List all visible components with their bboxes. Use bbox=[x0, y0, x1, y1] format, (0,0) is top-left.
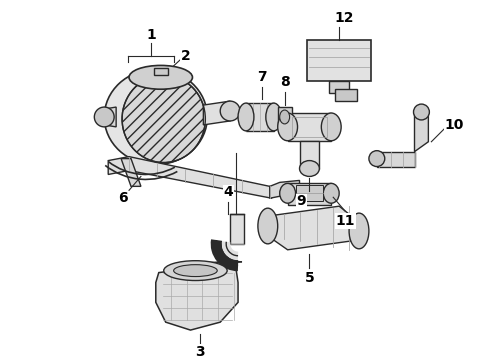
Ellipse shape bbox=[129, 66, 193, 89]
Text: 3: 3 bbox=[196, 345, 205, 359]
Polygon shape bbox=[204, 262, 242, 263]
Polygon shape bbox=[203, 101, 230, 125]
Polygon shape bbox=[154, 68, 168, 75]
Ellipse shape bbox=[220, 101, 240, 121]
Bar bbox=[278, 107, 292, 127]
Ellipse shape bbox=[122, 75, 205, 163]
Bar bbox=[246, 103, 274, 131]
Text: 5: 5 bbox=[305, 271, 314, 284]
Ellipse shape bbox=[278, 113, 297, 141]
Ellipse shape bbox=[349, 213, 369, 249]
Ellipse shape bbox=[104, 69, 207, 165]
Ellipse shape bbox=[299, 161, 319, 176]
Ellipse shape bbox=[321, 113, 341, 141]
Polygon shape bbox=[270, 180, 299, 198]
Text: 2: 2 bbox=[181, 49, 191, 63]
Ellipse shape bbox=[280, 110, 290, 124]
Polygon shape bbox=[121, 159, 141, 186]
Ellipse shape bbox=[369, 151, 385, 167]
Ellipse shape bbox=[266, 103, 282, 131]
Polygon shape bbox=[299, 141, 319, 168]
Polygon shape bbox=[268, 206, 359, 250]
Polygon shape bbox=[377, 152, 415, 167]
Bar bbox=[288, 183, 331, 205]
Text: 6: 6 bbox=[118, 191, 128, 205]
Bar bbox=[295, 185, 323, 201]
Text: 1: 1 bbox=[146, 28, 156, 42]
Text: 7: 7 bbox=[257, 70, 267, 84]
Ellipse shape bbox=[414, 104, 429, 120]
Text: 8: 8 bbox=[280, 75, 290, 89]
Bar bbox=[292, 117, 327, 137]
Polygon shape bbox=[156, 263, 238, 330]
Polygon shape bbox=[104, 107, 116, 127]
Polygon shape bbox=[329, 81, 349, 93]
Text: 12: 12 bbox=[334, 11, 354, 25]
Ellipse shape bbox=[95, 107, 114, 127]
Polygon shape bbox=[230, 214, 244, 244]
Ellipse shape bbox=[258, 208, 278, 244]
Ellipse shape bbox=[323, 183, 339, 203]
Ellipse shape bbox=[164, 261, 227, 280]
Text: 9: 9 bbox=[296, 194, 306, 208]
Bar bbox=[288, 113, 331, 141]
Bar bbox=[307, 40, 371, 81]
Polygon shape bbox=[108, 157, 272, 198]
Polygon shape bbox=[415, 112, 428, 152]
Bar bbox=[335, 89, 357, 101]
Text: 4: 4 bbox=[223, 185, 233, 199]
Ellipse shape bbox=[238, 103, 254, 131]
Ellipse shape bbox=[173, 265, 217, 276]
Ellipse shape bbox=[280, 183, 295, 203]
Text: 11: 11 bbox=[335, 214, 355, 228]
Text: 10: 10 bbox=[444, 118, 464, 132]
